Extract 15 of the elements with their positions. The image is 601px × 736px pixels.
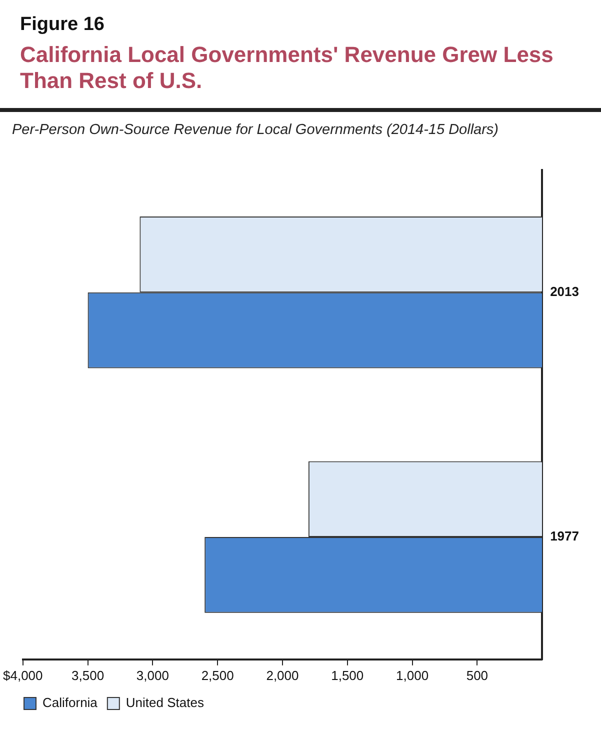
chart-title: California Local Governments' Revenue Grew Less Than Rest of U.S. (20, 42, 554, 94)
x-tick-label: $4,000 (3, 668, 43, 683)
x-tick-label: 3,500 (72, 668, 104, 683)
legend-label: California (42, 695, 98, 710)
y-tick-label: 1977 (550, 528, 579, 544)
chart-subtitle: Per-Person Own-Source Revenue for Local Governments (2014-15 Dollars) (12, 122, 499, 138)
x-tick-label: 1,000 (396, 668, 429, 683)
caption: Figure 16 (20, 14, 104, 36)
x-tick-label: 500 (466, 668, 488, 683)
x-tick-label: 2,000 (266, 668, 299, 683)
x-tick-label: 3,000 (136, 668, 169, 683)
y-tick-label: 2013 (550, 284, 579, 299)
x-tick-label: 2,500 (201, 668, 234, 683)
x-tick-label: 1,500 (331, 668, 364, 683)
legend-label: United States (126, 695, 204, 710)
